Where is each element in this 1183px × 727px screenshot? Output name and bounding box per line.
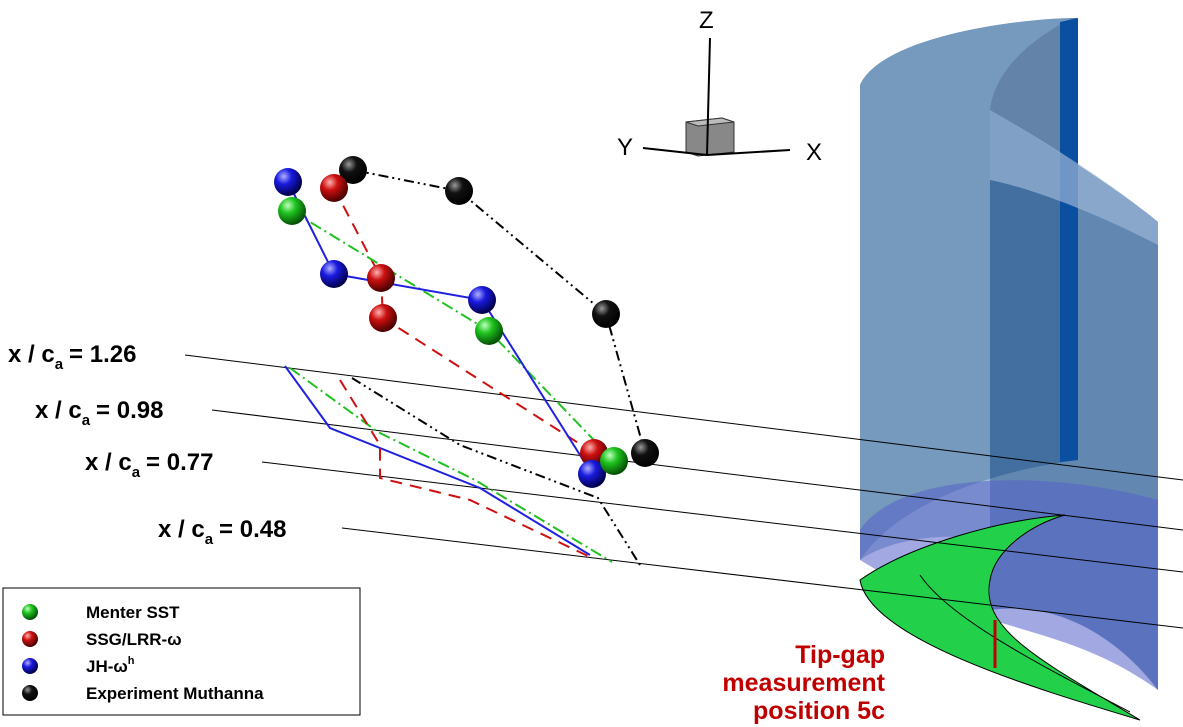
axis-label: Y	[617, 134, 633, 161]
axis-label: X	[806, 139, 822, 166]
blade	[860, 18, 1158, 720]
axis-label: Z	[699, 7, 714, 34]
legend-label: Experiment Muthanna	[86, 684, 264, 703]
annotation-line: measurement	[722, 669, 885, 697]
legend: Menter SST SSG/LRR-ω JH-ωh Experiment Mu…	[3, 588, 360, 715]
figure: Z Y X x / ca= 1.26 x / ca= 0.98 x / ca= 0.…	[0, 0, 1183, 727]
axis-triad: Z Y X	[617, 7, 822, 166]
profiles	[285, 170, 645, 565]
legend-label: Menter SST	[86, 603, 180, 622]
station-label: x / ca= 1.26	[8, 341, 136, 373]
station-label: x / ca= 0.98	[35, 397, 163, 429]
annotation-line: Tip-gap	[795, 641, 885, 669]
legend-label: JH-ωh	[86, 655, 135, 676]
annotation-line: position 5c	[753, 697, 885, 725]
spheres	[274, 156, 659, 488]
station-label: x / ca= 0.48	[158, 516, 286, 548]
station-labels: x / ca= 1.26 x / ca= 0.98 x / ca= 0.77 x / …	[8, 341, 286, 548]
annotation: Tip-gap measurement position 5c	[722, 641, 885, 725]
legend-label: SSG/LRR-ω	[86, 630, 182, 649]
station-label: x / ca= 0.77	[85, 449, 213, 481]
